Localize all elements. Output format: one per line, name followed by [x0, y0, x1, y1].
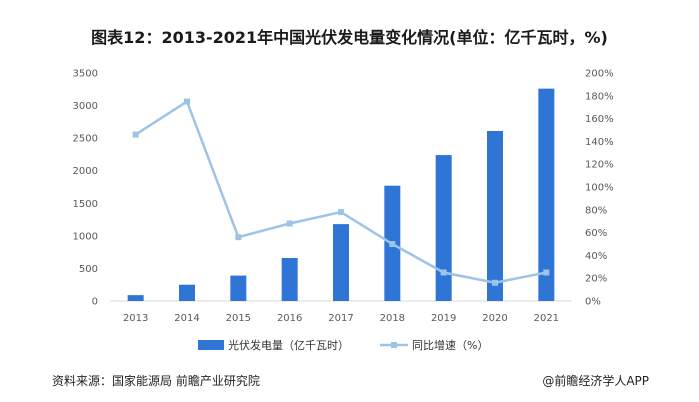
bar	[333, 224, 349, 301]
left-tick-label: 2000	[73, 166, 98, 177]
bar	[538, 88, 555, 302]
left-tick-label: 1000	[73, 231, 98, 242]
x-tick-label: 2021	[534, 313, 559, 324]
legend-bar-swatch	[198, 340, 224, 350]
right-tick-label: 20%	[585, 274, 607, 285]
right-tick-label: 0%	[585, 297, 601, 308]
left-tick-label: 1500	[73, 199, 98, 210]
left-axis-ticks: 0 500 1000 1500 2000 2500 3000 3500	[73, 69, 98, 308]
growth-marker	[440, 269, 447, 276]
x-tick-label: 2019	[431, 313, 456, 324]
right-axis-ticks: 0% 20% 40% 60% 80% 100% 120% 140% 160% 180% 200%	[585, 69, 614, 308]
x-tick-label: 2016	[277, 313, 302, 324]
bar-series	[127, 88, 555, 302]
bar	[127, 295, 144, 301]
growth-marker	[286, 220, 293, 227]
source-note: 资料来源：国家能源局 前瞻产业研究院	[52, 374, 260, 388]
bar	[487, 130, 503, 301]
growth-marker	[543, 269, 550, 276]
x-tick-label: 2013	[123, 313, 148, 324]
right-tick-label: 180%	[585, 91, 614, 102]
legend-bar-label: 光伏发电量（亿千瓦时）	[228, 338, 349, 352]
growth-marker	[492, 279, 498, 286]
right-tick-label: 120%	[585, 160, 614, 171]
growth-marker	[338, 209, 344, 216]
x-tick-label: 2015	[226, 313, 251, 324]
left-tick-label: 500	[79, 264, 98, 275]
growth-marker	[184, 98, 190, 105]
right-tick-label: 80%	[585, 205, 607, 216]
credit-note: @前瞻经济学人APP	[542, 374, 649, 388]
bar	[281, 258, 298, 301]
left-tick-label: 0	[92, 297, 98, 308]
growth-marker	[132, 131, 139, 138]
bar	[179, 284, 195, 301]
right-tick-label: 160%	[585, 114, 614, 125]
line-series	[132, 98, 550, 286]
legend: 光伏发电量（亿千瓦时） 同比增速（%）	[198, 338, 488, 352]
right-tick-label: 140%	[585, 137, 614, 148]
x-tick-label: 2014	[174, 313, 199, 324]
left-tick-label: 3500	[73, 69, 98, 80]
x-tick-label: 2018	[380, 313, 405, 324]
right-tick-label: 60%	[585, 228, 607, 239]
legend-line-label: 同比增速（%）	[412, 338, 488, 352]
x-tick-label: 2017	[328, 313, 353, 324]
growth-marker	[235, 234, 242, 241]
x-tick-label: 2020	[482, 313, 507, 324]
right-tick-label: 100%	[585, 183, 614, 194]
legend-line-marker	[391, 342, 397, 348]
bar	[230, 275, 247, 301]
x-axis-ticks: 2013 2014 2015 2016 2017 2018 2019 2020 2021	[123, 313, 559, 324]
left-tick-label: 2500	[73, 134, 98, 145]
left-tick-label: 3000	[73, 101, 98, 112]
right-tick-label: 200%	[585, 69, 614, 80]
chart-title: 图表12：2013-2021年中国光伏发电量变化情况(单位：亿千瓦时，%)	[91, 28, 608, 47]
growth-marker	[389, 241, 396, 247]
right-tick-label: 40%	[585, 251, 607, 262]
bar	[435, 155, 452, 301]
